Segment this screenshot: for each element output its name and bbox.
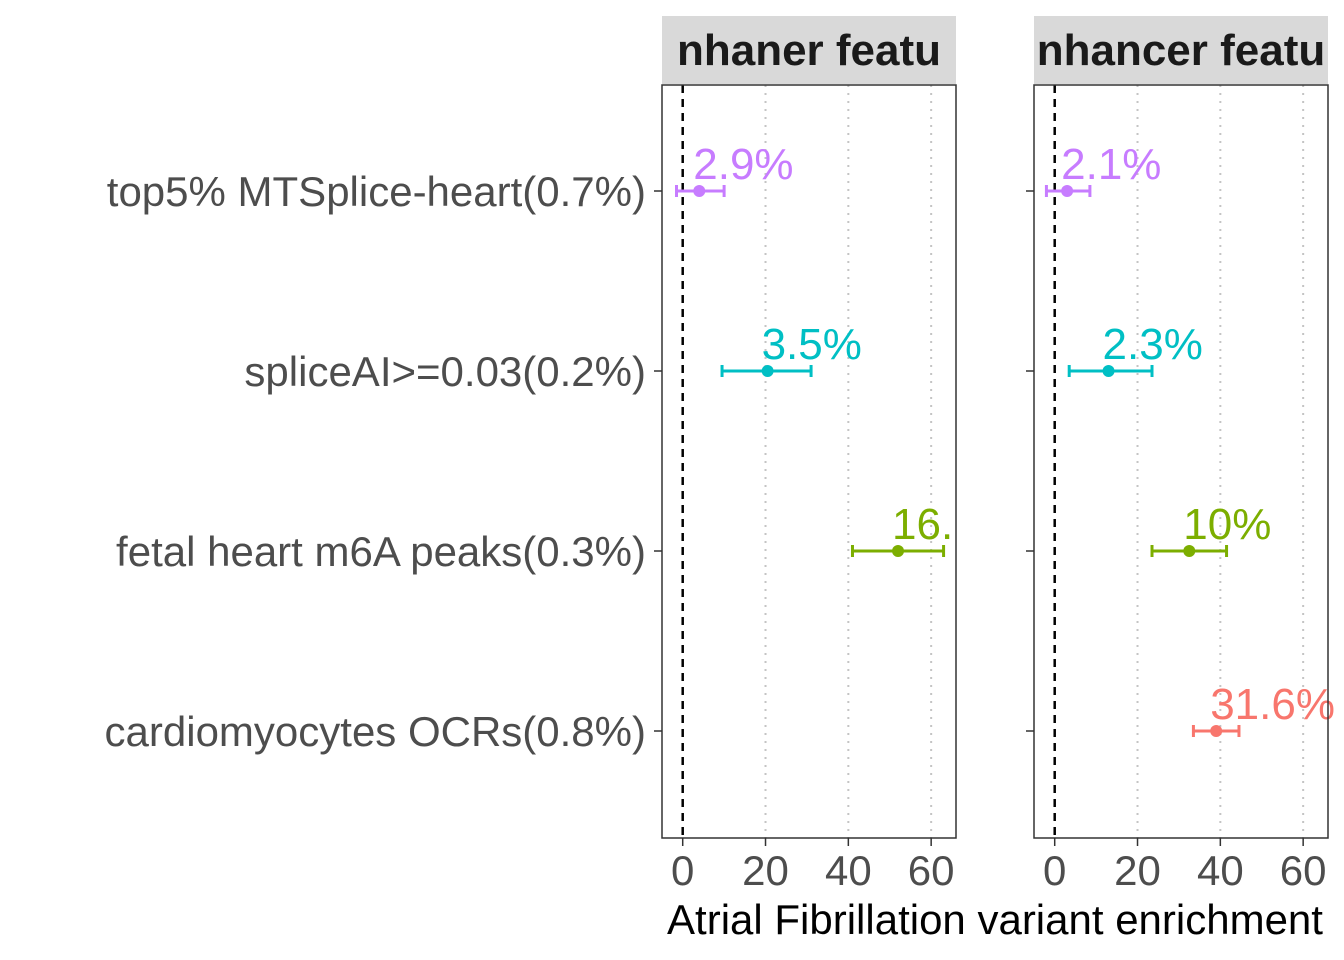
data-label: 31.6% (1210, 680, 1335, 729)
facet-panel: nhancer featu 0 20 40 60 2.1% 2.3% 10% 31.6% (1026, 16, 1335, 894)
facet-strip-label: nhaner featu (677, 26, 941, 75)
x-tick-label: 60 (908, 847, 955, 894)
point-estimate (761, 365, 774, 377)
facet-panel: nhaner featu 0 20 40 60 2.9% 3.5% 16. (654, 16, 957, 894)
y-tick-label: top5% MTSplice-heart(0.7%) (107, 168, 646, 215)
panel-data-layer: 2.1% 2.3% 10% 31.6% (1044, 140, 1335, 737)
y-tick-label: cardiomyocytes OCRs(0.8%) (105, 708, 646, 755)
x-axis-title: Atrial Fibrillation variant enrichment (667, 896, 1323, 943)
x-tick-label: 20 (1114, 847, 1161, 894)
x-tick-label: 60 (1280, 847, 1327, 894)
data-label: 10% (1183, 500, 1271, 549)
facet-strip-background (1034, 16, 1328, 84)
data-label: 2.1% (1061, 140, 1161, 189)
data-label: 2.3% (1103, 320, 1203, 369)
x-tick-label: 0 (1043, 847, 1066, 894)
x-tick-label: 20 (742, 847, 789, 894)
data-label: 16. (892, 500, 953, 549)
point-estimate (892, 545, 905, 557)
data-label: 2.9% (693, 140, 793, 189)
x-tick-label: 40 (1197, 847, 1244, 894)
y-tick-label: fetal heart m6A peaks(0.3%) (116, 528, 646, 575)
point-estimate (693, 185, 706, 197)
x-tick-label: 40 (825, 847, 872, 894)
y-axis-category-labels: top5% MTSplice-heart(0.7%) spliceAI>=0.03… (105, 168, 646, 755)
panel-data-layer: 2.9% 3.5% 16. (674, 140, 953, 557)
point-estimate (1183, 545, 1196, 557)
data-label: 3.5% (762, 320, 862, 369)
point-estimate (1102, 365, 1115, 377)
panel-border (661, 84, 957, 839)
y-tick-label: spliceAI>=0.03(0.2%) (244, 348, 646, 395)
x-tick-label: 0 (671, 847, 694, 894)
facet-panels: nhaner featu 0 20 40 60 2.9% 3.5% 16. nhancer fe… (654, 16, 1335, 894)
point-estimate (1210, 725, 1223, 737)
point-estimate (1061, 185, 1074, 197)
panel-border (1033, 84, 1329, 839)
facet-strip-background (662, 16, 956, 84)
facet-strip-label: nhancer featu (1037, 26, 1326, 75)
